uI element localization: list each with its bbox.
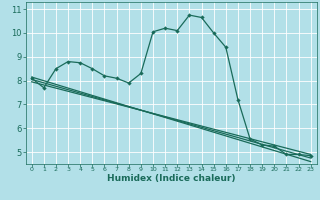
X-axis label: Humidex (Indice chaleur): Humidex (Indice chaleur) xyxy=(107,174,236,183)
